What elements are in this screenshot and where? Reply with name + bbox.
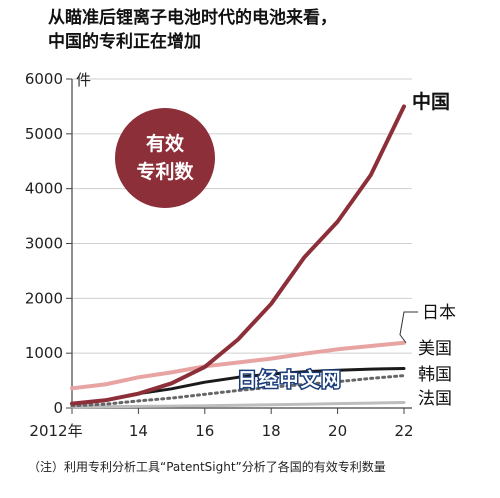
series-label-usa: 韩国	[418, 365, 452, 385]
chart-title-line2: 中国的专利正在增加	[48, 32, 201, 52]
xtick-label-2020: 20	[328, 422, 347, 440]
ytick-label-0: 0	[53, 399, 63, 417]
ytick-label-2000: 2000	[25, 289, 63, 307]
watermark: 日经中文网	[237, 368, 342, 391]
xtick-label-2022: 22	[394, 422, 413, 440]
series-line-china	[70, 104, 406, 406]
ytick-label-6000: 6000	[25, 70, 63, 88]
badge-circle	[115, 108, 215, 208]
series-lines	[70, 104, 406, 409]
xtick-label-2016: 16	[195, 422, 214, 440]
badge-line1: 有效	[146, 132, 184, 155]
series-label-korea: 美国	[418, 339, 452, 359]
series-line-usa	[70, 374, 406, 408]
ytick-label-5000: 5000	[25, 125, 63, 143]
ytick-label-1000: 1000	[25, 344, 63, 362]
series-line-france	[70, 401, 406, 409]
ytick-label-3000: 3000	[25, 235, 63, 253]
series-line-japan	[70, 340, 406, 391]
y-unit-label: 件	[76, 71, 91, 89]
grid	[72, 78, 412, 354]
axes: 0 1000 2000 3000 4000 5000 6000 件 2012年 14 16 18 20 2…	[25, 70, 414, 440]
japan-leader-line	[399, 311, 418, 344]
ytick-label-4000: 4000	[25, 180, 63, 198]
xtick-label-2014: 14	[129, 422, 148, 440]
xtick-label-2018: 18	[262, 422, 281, 440]
chart-title: 从瞄准后锂离子电池时代的电池来看， 中国的专利正在增加	[48, 6, 488, 54]
series-label-japan: 日本	[422, 303, 456, 323]
chart-title-line1: 从瞄准后锂离子电池时代的电池来看，	[48, 8, 337, 28]
xtick-label-2012: 2012年	[29, 422, 82, 440]
series-label-china: 中国	[412, 90, 450, 113]
series-label-france: 法国	[418, 389, 452, 409]
patent-count-badge: 有效 专利数	[115, 108, 215, 208]
footnote: （注）利用专利分析工具“PatentSight”分析了各国的有效专利数量	[28, 460, 386, 474]
badge-line2: 专利数	[136, 160, 194, 183]
